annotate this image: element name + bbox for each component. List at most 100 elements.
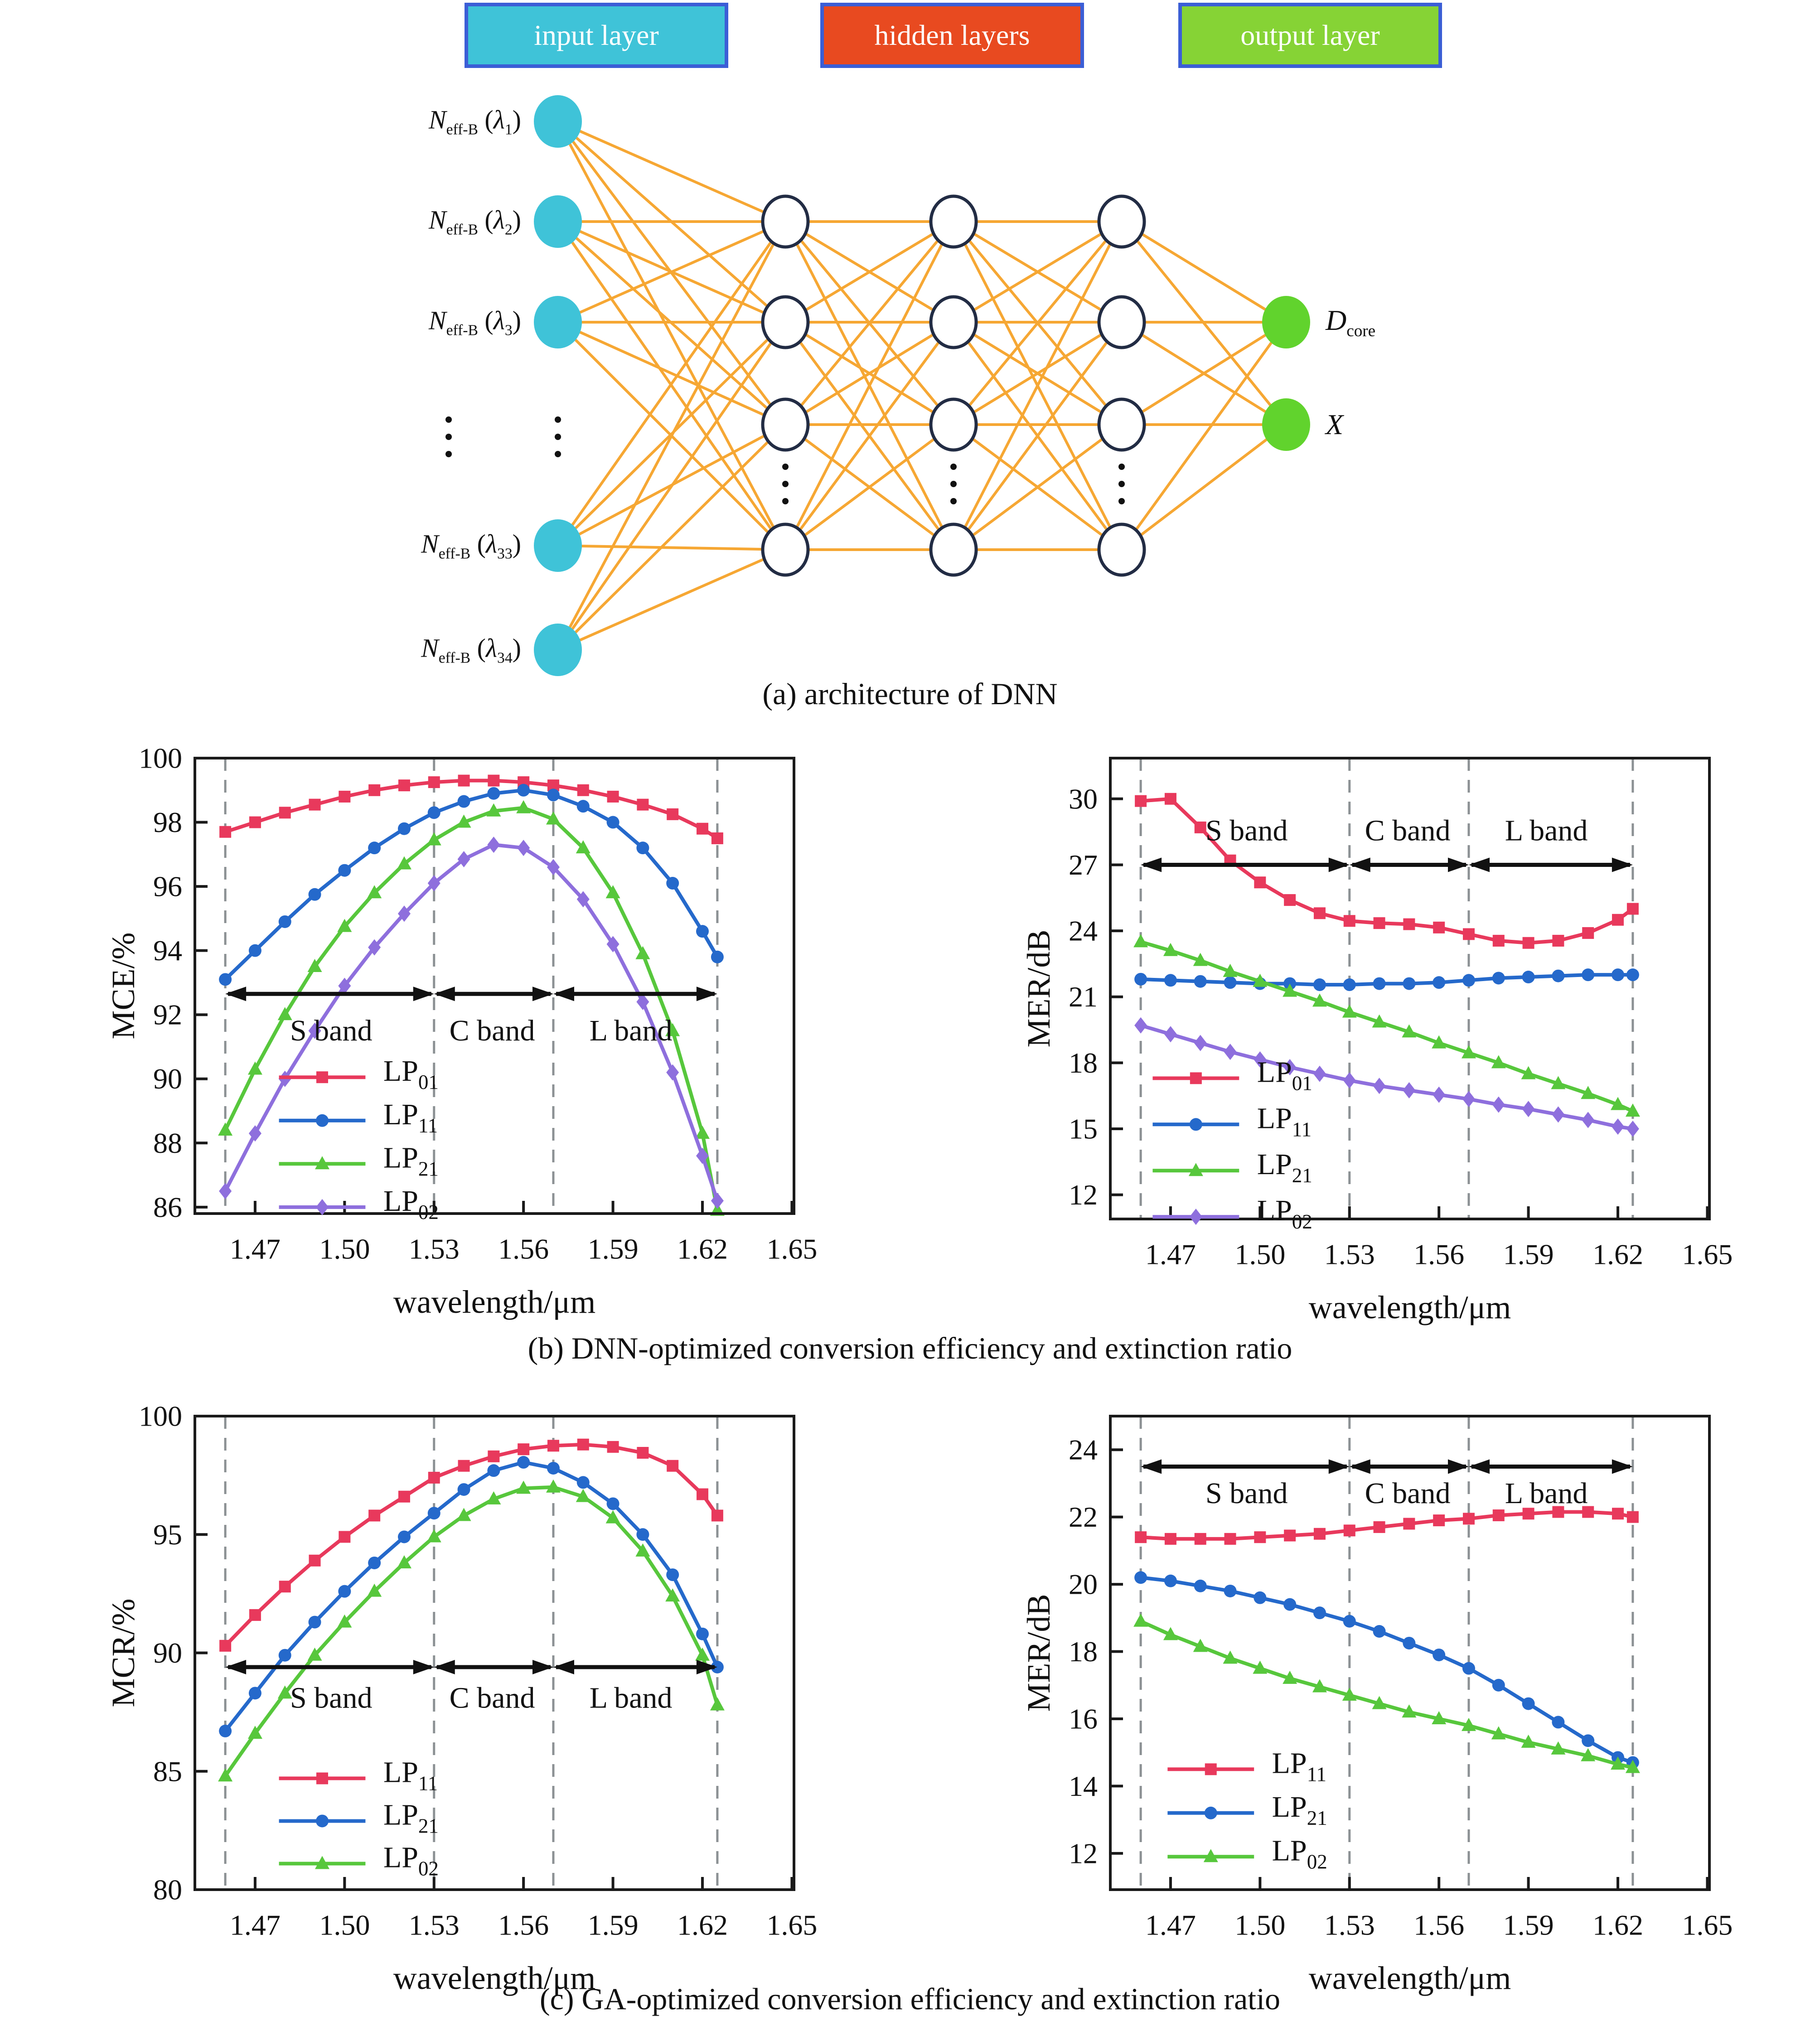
band-boundary-lines: [224, 758, 719, 1214]
legend: LP01 LP11 LP21 LP02: [279, 1054, 439, 1224]
series-2: [1133, 1613, 1640, 1773]
layer-box-input-label: input layer: [534, 19, 659, 51]
series-2: [1133, 934, 1640, 1117]
x-axis-label: wavelength/μm: [393, 1284, 595, 1320]
svg-text:80: 80: [153, 1874, 182, 1906]
hidden-node: [1097, 295, 1146, 349]
hidden-node: [929, 522, 978, 577]
svg-text:wavelength/μm: wavelength/μm: [393, 1960, 595, 1996]
svg-text:LP02: LP02: [1272, 1834, 1327, 1873]
svg-text:L band: L band: [1505, 1477, 1588, 1510]
svg-text:21: 21: [1069, 981, 1098, 1013]
svg-text:LP21: LP21: [1272, 1790, 1327, 1829]
layer-box-hidden: hidden layers: [820, 3, 1084, 68]
svg-text:1.47: 1.47: [230, 1909, 281, 1941]
svg-text:1.59: 1.59: [588, 1233, 639, 1265]
caption-panel-c: (c) GA-optimized conversion efficiency a…: [540, 1982, 1280, 2016]
series-3: [219, 837, 724, 1209]
svg-text:1.47: 1.47: [230, 1233, 281, 1265]
band-arrows: [225, 987, 717, 1001]
svg-text:92: 92: [153, 999, 182, 1031]
series-0: [1135, 1506, 1639, 1545]
input-node: [534, 519, 582, 572]
svg-text:LP21: LP21: [1257, 1148, 1312, 1187]
y-axis-label: MCR/%: [105, 1598, 141, 1707]
input-node-label-2: Neff-B (λ2): [428, 205, 521, 238]
hidden-node: [761, 397, 810, 452]
svg-text:100: 100: [139, 1400, 182, 1432]
plot-frame: [1109, 757, 1711, 1220]
svg-text:LP02: LP02: [1257, 1194, 1312, 1233]
input-node: [534, 195, 582, 248]
band-boundary-lines: [1139, 1416, 1634, 1890]
band-labels: S band C band L band: [1205, 814, 1588, 847]
axis-tick-labels: 1.47 1.50 1.53 1.56 1.59 1.62 1.65 80 85 90 95 100: [139, 1400, 817, 1941]
svg-text:24: 24: [1069, 915, 1098, 947]
svg-text:LP02: LP02: [383, 1841, 439, 1880]
svg-text:20: 20: [1069, 1568, 1098, 1601]
band-boundary-lines: [1139, 758, 1634, 1219]
layer-box-output-label: output layer: [1240, 19, 1380, 51]
svg-text:1.62: 1.62: [677, 1909, 728, 1941]
svg-text:1.62: 1.62: [1592, 1909, 1643, 1941]
svg-text:MER/dB: MER/dB: [1021, 1594, 1057, 1712]
svg-text:1.59: 1.59: [588, 1909, 639, 1941]
dnn-diagram-svg: [445, 95, 1310, 676]
layer-box-hidden-label: hidden layers: [874, 19, 1030, 51]
svg-text:LP11: LP11: [1272, 1746, 1326, 1785]
hidden-node: [761, 522, 810, 577]
svg-text:1.65: 1.65: [766, 1233, 817, 1265]
svg-text:S band: S band: [1205, 814, 1288, 847]
legend: LP11 LP21 LP02: [1167, 1746, 1327, 1873]
svg-text:1.56: 1.56: [1413, 1909, 1464, 1941]
svg-text:86: 86: [153, 1191, 182, 1223]
layer-box-input: input layer: [465, 3, 728, 68]
input-node: [534, 95, 582, 148]
svg-text:90: 90: [153, 1063, 182, 1095]
svg-text:12: 12: [1069, 1179, 1098, 1211]
svg-text:18: 18: [1069, 1635, 1098, 1668]
input-node: [534, 624, 582, 676]
svg-text:1.50: 1.50: [319, 1909, 370, 1941]
axis-tick-labels: 1.47 1.50 1.53 1.56 1.59 1.62 1.65 12 15 18 21 24 27…: [1069, 783, 1733, 1270]
svg-text:1.62: 1.62: [1592, 1238, 1643, 1271]
svg-text:C band: C band: [1365, 1477, 1451, 1510]
svg-text:96: 96: [153, 871, 182, 903]
svg-text:MCR/%: MCR/%: [105, 1598, 141, 1707]
svg-text:1.56: 1.56: [498, 1233, 549, 1265]
hidden-node: [929, 295, 978, 349]
svg-text:1.59: 1.59: [1503, 1909, 1554, 1941]
y-axis-label: MCE/%: [105, 932, 141, 1039]
band-boundary-lines: [224, 1416, 719, 1890]
svg-text:L band: L band: [1505, 814, 1588, 847]
input-node-label-34: Neff-B (λ34): [421, 633, 521, 667]
svg-text:wavelength/μm: wavelength/μm: [1309, 1960, 1511, 1996]
svg-text:LP11: LP11: [383, 1098, 438, 1137]
svg-text:C band: C band: [450, 1681, 535, 1714]
svg-text:18: 18: [1069, 1047, 1098, 1079]
band-arrows: [1141, 857, 1633, 872]
caption-panel-a: (a) architecture of DNN: [762, 677, 1058, 711]
axis-ticks: [1110, 797, 1709, 1219]
svg-text:27: 27: [1069, 849, 1098, 881]
band-labels: S band C band L band: [1205, 1477, 1588, 1510]
svg-text:LP01: LP01: [383, 1054, 439, 1093]
layer-box-output: output layer: [1178, 3, 1442, 68]
y-axis-label: MER/dB: [1021, 1594, 1057, 1712]
svg-text:90: 90: [153, 1637, 182, 1669]
band-arrows: [225, 1659, 717, 1674]
svg-text:LP21: LP21: [383, 1798, 439, 1837]
axis-tick-labels: 1.47 1.50 1.53 1.56 1.59 1.62 1.65 86 88 90 92 94 96…: [139, 742, 817, 1265]
output-node: [1262, 398, 1310, 451]
hidden-node: [761, 295, 810, 349]
svg-text:1.47: 1.47: [1145, 1238, 1196, 1271]
svg-text:1.50: 1.50: [1234, 1238, 1285, 1271]
series-0: [219, 774, 723, 844]
svg-text:88: 88: [153, 1127, 182, 1159]
svg-text:95: 95: [153, 1519, 182, 1551]
